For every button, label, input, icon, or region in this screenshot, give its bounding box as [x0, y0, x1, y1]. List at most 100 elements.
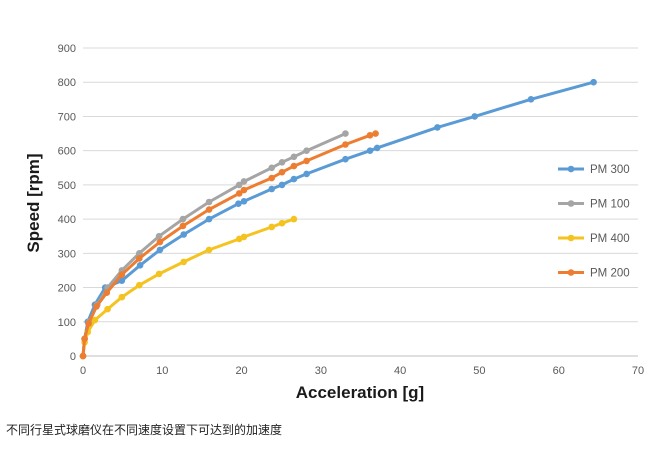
data-point [91, 316, 99, 324]
data-point [240, 178, 248, 185]
grid [83, 47, 638, 357]
x-tick-label: 30 [315, 365, 327, 377]
data-point [268, 164, 276, 172]
data-point [290, 215, 298, 223]
data-point [93, 303, 100, 310]
data-point [118, 271, 126, 278]
data-point [156, 246, 164, 254]
x-tick-label: 70 [632, 365, 644, 377]
data-point [135, 255, 143, 262]
series-line [81, 132, 347, 358]
data-point [235, 190, 243, 197]
data-point [85, 320, 92, 327]
data-point [290, 175, 298, 183]
y-tick-label: 900 [58, 43, 76, 55]
data-point [235, 200, 242, 208]
y-tick-label: 100 [58, 317, 76, 329]
x-tick-labels: 0 10 20 30 40 50 60 70 [80, 365, 644, 377]
data-point [155, 270, 163, 278]
y-tick-labels: 0 100 200 300 400 500 600 700 800 900 [58, 43, 76, 363]
y-tick-label: 0 [70, 351, 76, 363]
legend-marker [567, 269, 575, 276]
y-tick-label: 400 [58, 214, 76, 226]
data-point [278, 168, 286, 176]
data-point [434, 124, 441, 131]
legend-item: PM 400 [558, 233, 630, 245]
data-point [180, 231, 187, 238]
x-axis-title: Acceleration [g] [296, 383, 424, 402]
y-tick-label: 600 [58, 146, 76, 158]
data-point [268, 174, 276, 182]
data-point [366, 131, 374, 139]
data-point [179, 215, 187, 223]
data-point [527, 96, 535, 103]
x-tick-label: 10 [156, 365, 168, 377]
speed-vs-acceleration-chart: 0 100 200 300 400 500 600 700 800 900 0 10 20 30 40 50… [24, 43, 644, 402]
data-point [81, 335, 88, 343]
data-point [278, 181, 286, 189]
series-line [81, 132, 378, 358]
y-tick-label: 800 [58, 77, 76, 89]
series-pm-200 [79, 130, 379, 360]
data-point [366, 147, 374, 154]
data-point [303, 170, 310, 178]
x-tick-label: 40 [394, 365, 406, 377]
data-point [205, 198, 213, 206]
x-tick-label: 50 [473, 365, 485, 377]
data-point [205, 206, 213, 213]
data-point [118, 277, 126, 285]
data-point [290, 162, 298, 170]
data-point [303, 147, 310, 154]
legend-marker [567, 234, 575, 242]
x-tick-label: 60 [553, 365, 565, 377]
data-point [156, 238, 164, 246]
data-point [179, 222, 187, 230]
legend-label: PM 100 [590, 199, 630, 211]
figure-caption: 不同行星式球磨仪在不同速度设置下可达到的加速度 [6, 423, 283, 437]
data-point [278, 219, 286, 227]
data-point [79, 352, 87, 360]
y-tick-label: 700 [58, 111, 76, 123]
data-point [240, 186, 248, 194]
legend: PM 300 PM 100 PM 400 PM 200 [558, 164, 630, 280]
legend-marker [567, 200, 575, 207]
series-layer [79, 78, 597, 360]
legend-marker [567, 165, 575, 173]
legend-item: PM 300 [558, 164, 630, 176]
data-point [118, 293, 126, 301]
x-tick-label: 0 [80, 365, 86, 377]
y-axis-title: Speed [rpm] [24, 153, 43, 252]
legend-item: PM 200 [558, 268, 630, 280]
data-point [240, 198, 248, 205]
data-point [240, 233, 248, 241]
data-point [290, 153, 298, 161]
data-point [103, 289, 111, 296]
y-tick-label: 300 [58, 248, 76, 260]
data-point [590, 78, 597, 86]
data-point [205, 215, 213, 223]
data-point [104, 305, 111, 313]
data-point [342, 141, 349, 148]
data-point [180, 258, 187, 266]
y-tick-label: 500 [58, 180, 76, 192]
data-point [342, 155, 349, 163]
data-point [268, 223, 276, 231]
legend-label: PM 200 [590, 268, 630, 280]
data-point [471, 113, 478, 120]
legend-item: PM 100 [558, 199, 630, 211]
data-point [373, 144, 381, 152]
data-point [135, 281, 143, 289]
data-point [205, 246, 213, 254]
data-point [155, 232, 163, 240]
data-point [136, 262, 144, 269]
data-point [303, 157, 310, 165]
y-tick-label: 200 [58, 283, 76, 295]
data-point [235, 181, 243, 189]
x-tick-label: 20 [235, 365, 247, 377]
data-point [268, 185, 276, 193]
data-point [278, 159, 286, 166]
legend-label: PM 300 [590, 164, 630, 176]
series-pm-100 [79, 130, 349, 360]
data-point [372, 130, 379, 137]
legend-label: PM 400 [590, 233, 630, 245]
